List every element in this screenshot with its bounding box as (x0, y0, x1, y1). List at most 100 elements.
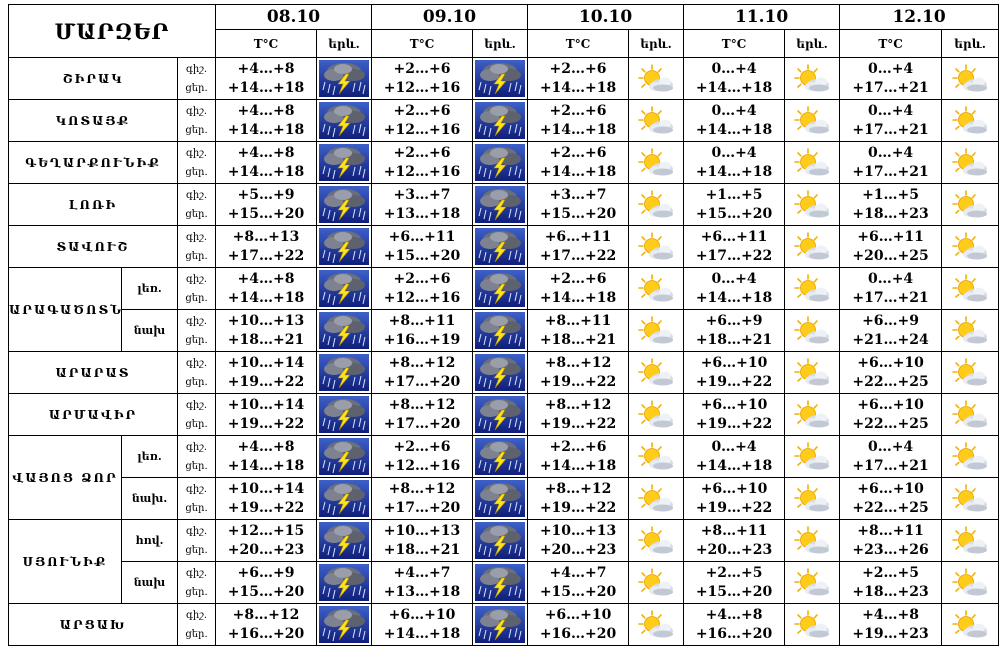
date-header: 12.10 (839, 4, 1000, 30)
temperature-cell: +10…+13 +18…+21 (371, 519, 474, 562)
night-day-labels: գիշ. ցեր. (177, 561, 216, 604)
night-temperature: +12…+15 (227, 522, 305, 539)
table-row: ՎԱՅՈՑ ՁՈՐ լեռ. գիշ. ցեր. +4…+8 +14…+18 +2…+6 +1… (8, 435, 1000, 520)
day-temperature: +18…+21 (539, 331, 617, 348)
day-temperature: +14…+18 (227, 289, 305, 306)
partly-cloudy-icon (794, 63, 830, 91)
day-temperature: +17…+22 (695, 247, 773, 264)
night-temperature: +3…+7 (393, 186, 451, 203)
weather-icon-cell (472, 267, 529, 310)
temperature-cell: +5…+9 +15…+20 (215, 183, 317, 226)
storm-icon (319, 228, 369, 265)
weather-icon-cell (315, 477, 373, 520)
table-row: ԱՐԱՐԱՏ գիշ. ցեր. +10…+14 +19…+22 +8…+12 +17…+2… (8, 351, 1000, 394)
day-temperature: +15…+20 (539, 583, 617, 600)
temperature-cell: +6…+10 +22…+25 (839, 351, 943, 394)
temperature-cell: +6…+10 +14…+18 (371, 603, 474, 646)
temperature-cell: 0…+4 +17…+21 (839, 141, 943, 184)
sky-header: երև. (941, 29, 1000, 58)
temperature-cell: +8…+13 +17…+22 (215, 225, 317, 268)
night-temperature: +10…+13 (227, 312, 305, 329)
weather-icon-cell (472, 603, 529, 646)
region-name: ԼՈՌԻ (8, 183, 178, 226)
day-temperature: +19…+22 (227, 415, 305, 432)
night-temperature: +3…+7 (549, 186, 607, 203)
partly-cloudy-icon (794, 315, 830, 343)
day-label: ցեր. (185, 418, 208, 430)
weather-icon-cell (628, 561, 685, 604)
weather-icon-cell (784, 225, 841, 268)
partly-cloudy-icon (638, 105, 674, 133)
day-label: ցեր. (185, 334, 208, 346)
night-label: գիշ. (185, 273, 208, 285)
night-temperature: 0…+4 (867, 438, 914, 455)
storm-icon (475, 144, 526, 181)
partly-cloudy-icon (794, 441, 830, 469)
weather-icon-cell (315, 393, 373, 436)
day-temperature: +18…+21 (383, 541, 461, 558)
temperature-cell: +10…+13 +18…+21 (215, 309, 317, 352)
weather-icon-cell (315, 183, 373, 226)
temperature-cell: 0…+4 +14…+18 (683, 99, 786, 142)
partly-cloudy-icon (794, 567, 830, 595)
storm-icon (319, 60, 369, 97)
day-temperature: +14…+18 (227, 79, 305, 96)
day-temperature: +17…+21 (852, 121, 929, 138)
night-temperature: +4…+8 (862, 606, 920, 623)
subregion-label: հով. (121, 519, 178, 562)
day-temperature: +19…+22 (695, 415, 773, 432)
date-header: 09.10 (371, 4, 529, 30)
night-temperature: +10…+13 (539, 522, 617, 539)
day-temperature: +18…+23 (852, 205, 929, 222)
day-temperature: +22…+25 (852, 415, 929, 432)
night-temperature: 0…+4 (711, 270, 757, 287)
day-temperature: +14…+18 (539, 289, 617, 306)
night-temperature: +6…+10 (544, 606, 612, 623)
temperature-cell: +10…+14 +19…+22 (215, 351, 317, 394)
storm-icon (319, 144, 369, 181)
weather-icon-cell (628, 435, 685, 478)
night-temperature: +6…+10 (700, 480, 768, 497)
weather-icon-cell (472, 309, 529, 352)
night-label: գիշ. (185, 63, 208, 75)
partly-cloudy-icon (638, 189, 674, 217)
night-temperature: +2…+5 (862, 564, 920, 581)
weather-icon-cell (941, 393, 1000, 436)
storm-icon (319, 102, 369, 139)
region-name: ԱՐԱՐԱՏ (8, 351, 178, 394)
temperature-cell: +6…+11 +17…+22 (683, 225, 786, 268)
night-day-labels: գիշ. ցեր. (177, 267, 216, 310)
weather-icon-cell (315, 603, 373, 646)
partly-cloudy-icon (952, 357, 988, 385)
night-temperature: +2…+6 (393, 438, 451, 455)
partly-cloudy-icon (638, 231, 674, 259)
day-temperature: +19…+22 (539, 499, 617, 516)
weather-icon-cell (784, 561, 841, 604)
temperature-cell: +1…+5 +15…+20 (683, 183, 786, 226)
weather-icon-cell (472, 225, 529, 268)
temperature-cell: +4…+8 +19…+23 (839, 603, 943, 646)
day-temperature: +15…+20 (227, 583, 305, 600)
temperature-cell: +3…+7 +15…+20 (527, 183, 630, 226)
night-label: գիշ. (185, 147, 208, 159)
sky-header: երև. (784, 29, 841, 58)
night-label: գիշ. (185, 189, 208, 201)
night-label: գիշ. (185, 609, 208, 621)
night-temperature: +8…+12 (544, 480, 612, 497)
night-temperature: +6…+11 (857, 228, 924, 245)
temperature-cell: +6…+10 +19…+22 (683, 351, 786, 394)
table-row: նախ գիշ. ցեր. +10…+13 +18…+21 +8…+11 +16…+19 +8… (9, 309, 1000, 352)
temperature-cell: +2…+6 +14…+18 (527, 57, 630, 100)
weather-icon-cell (315, 57, 373, 100)
night-temperature: +10…+14 (227, 480, 305, 497)
night-day-labels: գիշ. ցեր. (177, 99, 216, 142)
day-temperature: +17…+21 (852, 79, 929, 96)
temperature-cell: +8…+12 +17…+20 (371, 393, 474, 436)
night-label: գիշ. (185, 399, 208, 411)
night-day-labels: գիշ. ցեր. (177, 309, 216, 352)
temperature-cell: +2…+6 +14…+18 (527, 267, 630, 310)
temperature-cell: 0…+4 +17…+21 (839, 57, 943, 100)
day-temperature: +19…+22 (227, 373, 305, 390)
day-label: ցեր. (185, 82, 208, 94)
night-label: գիշ. (185, 525, 208, 537)
